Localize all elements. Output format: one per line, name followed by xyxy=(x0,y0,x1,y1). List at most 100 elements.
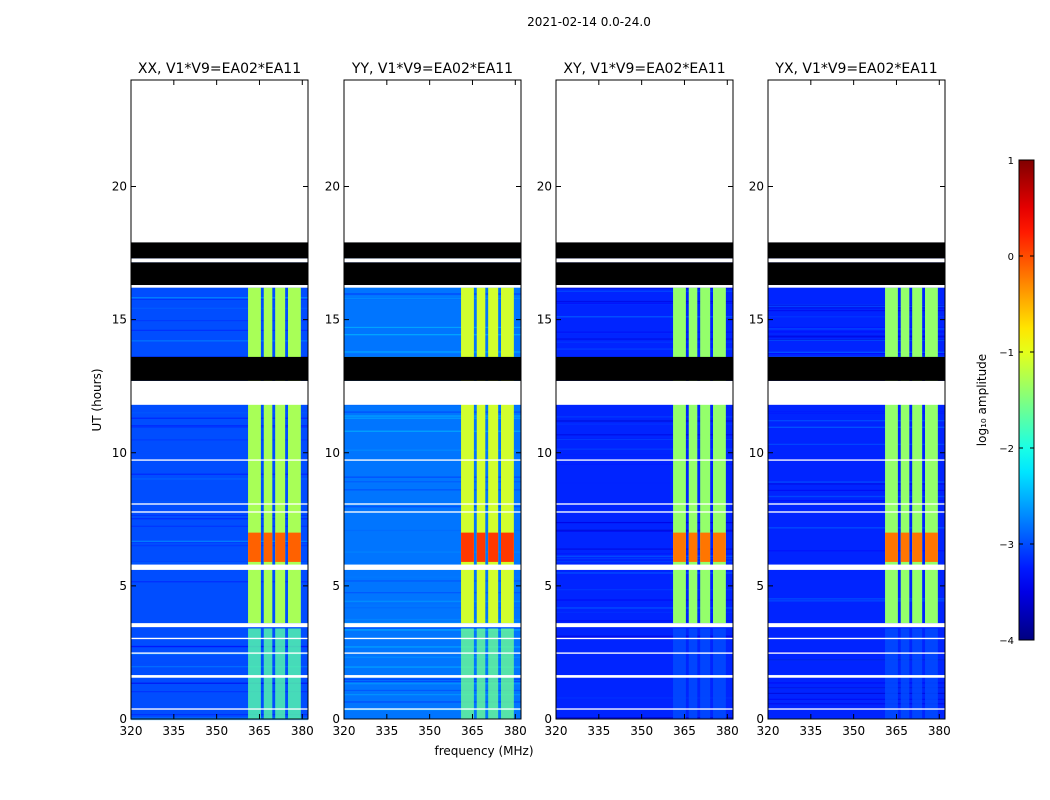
rfi-band-strong xyxy=(501,532,514,562)
flagged-row-white xyxy=(344,675,521,678)
flagged-row-white xyxy=(131,285,308,288)
x-tick-label: 350 xyxy=(418,724,441,738)
rfi-band-strong xyxy=(713,532,726,562)
rfi-band-strong xyxy=(673,532,686,562)
flagged-row-white xyxy=(131,675,308,678)
y-tick-label: 0 xyxy=(119,712,127,726)
y-tick-label: 10 xyxy=(537,446,552,460)
spectrogram-streak xyxy=(556,331,733,333)
rfi-band-upper xyxy=(700,287,711,624)
spectrogram-streak xyxy=(344,646,521,648)
spectrogram-streak xyxy=(768,339,945,341)
x-tick-label: 335 xyxy=(162,724,185,738)
flagged-row-white xyxy=(556,564,733,570)
rfi-band-upper xyxy=(275,287,286,624)
flagged-row-white xyxy=(344,503,521,505)
spectrogram-streak xyxy=(768,674,945,676)
spectrogram-streak xyxy=(556,510,733,512)
flagged-row-white xyxy=(344,511,521,513)
spectrogram-streak xyxy=(768,500,945,502)
spectrogram-streak xyxy=(556,521,733,524)
spectrogram-streak xyxy=(344,430,521,432)
spectrogram-streak xyxy=(131,412,308,414)
spectrogram-streak xyxy=(344,666,521,668)
spectrogram-streak xyxy=(556,717,733,719)
spectrogram-streak xyxy=(556,607,733,609)
spectrogram-streak xyxy=(556,599,733,601)
flagged-row-white xyxy=(768,503,945,505)
rfi-band-upper xyxy=(501,287,514,624)
rfi-band-strong xyxy=(912,532,923,562)
spectrogram-streak xyxy=(556,341,733,343)
spectrogram-streak xyxy=(344,476,521,478)
spectrogram-streak xyxy=(556,423,733,425)
x-tick-label: 335 xyxy=(375,724,398,738)
flagged-row-black xyxy=(131,262,308,286)
spectrogram-streak xyxy=(344,334,521,336)
panel-frame xyxy=(555,79,734,720)
flagged-row-white xyxy=(131,511,308,513)
spectrogram-streak xyxy=(344,592,521,594)
rfi-band-lower xyxy=(885,628,898,719)
spectrogram-streak xyxy=(556,416,733,418)
spectrogram-streak xyxy=(556,302,733,304)
x-tick-label: 350 xyxy=(630,724,653,738)
flagged-row-white xyxy=(556,675,733,678)
flagged-row-black xyxy=(768,262,945,286)
colorbar-label: log₁₀ amplitude xyxy=(975,354,989,446)
flagged-row-white xyxy=(556,652,733,654)
spectrogram-streak xyxy=(131,681,308,684)
spectrogram-streak xyxy=(131,682,308,684)
spectrogram-streak xyxy=(131,541,308,543)
flagged-row-white xyxy=(768,623,945,628)
spectrogram-streak xyxy=(131,340,308,342)
spectrogram-streak xyxy=(131,714,308,716)
rfi-band-strong xyxy=(248,532,261,562)
spectrogram-streak xyxy=(768,495,945,498)
rfi-band-strong xyxy=(925,532,938,562)
flagged-row-white xyxy=(768,564,945,570)
spectrogram-streak xyxy=(556,463,733,465)
y-tick-label: 10 xyxy=(749,446,764,460)
flagged-row-white xyxy=(131,459,308,461)
spectrogram-streak xyxy=(131,473,308,475)
rfi-band-strong xyxy=(275,532,286,562)
spectrogram-streak xyxy=(344,296,521,298)
rfi-band-lower xyxy=(248,628,261,719)
spectrogram-streak xyxy=(344,411,521,413)
spectrogram-streak xyxy=(768,489,945,491)
spectrogram-streak xyxy=(131,425,308,427)
flagged-row-black xyxy=(131,242,308,259)
x-tick-label: 365 xyxy=(885,724,908,738)
spectrogram-streak xyxy=(768,331,945,333)
spectrogram-streak xyxy=(768,703,945,705)
spectrogram-streak xyxy=(131,562,308,564)
spectrogram-streak xyxy=(344,354,521,356)
flagged-row-white xyxy=(768,285,945,288)
flagged-row-white xyxy=(131,80,308,243)
spectrogram-streak xyxy=(556,482,733,484)
spectrogram-streak xyxy=(556,611,733,614)
spectrogram-streak xyxy=(344,326,521,329)
rfi-band-upper xyxy=(263,287,273,624)
spectrogram-streak xyxy=(768,682,945,684)
spectrogram-streak xyxy=(344,600,521,602)
panel-title: YY, V1*V9=EA02*EA11 xyxy=(351,61,513,77)
spectrogram-streak xyxy=(768,483,945,485)
y-tick-label: 0 xyxy=(756,712,764,726)
spectrogram-streak xyxy=(131,561,308,563)
flagged-row-white xyxy=(344,708,521,710)
spectrogram-streak xyxy=(768,410,945,412)
spectrogram-streak xyxy=(344,694,521,696)
flagged-row-black xyxy=(344,242,521,259)
spectrogram-streak xyxy=(131,560,308,562)
colorbar-tick-label: 1 xyxy=(1008,156,1014,167)
spectrogram-streak xyxy=(131,662,308,664)
y-tick-label: 20 xyxy=(325,180,340,194)
spectrogram-streak xyxy=(131,501,308,503)
colorbar-tick-label: −2 xyxy=(999,444,1014,455)
x-tick-label: 380 xyxy=(928,724,951,738)
rfi-band-strong xyxy=(885,532,898,562)
x-tick-label: 380 xyxy=(504,724,527,738)
